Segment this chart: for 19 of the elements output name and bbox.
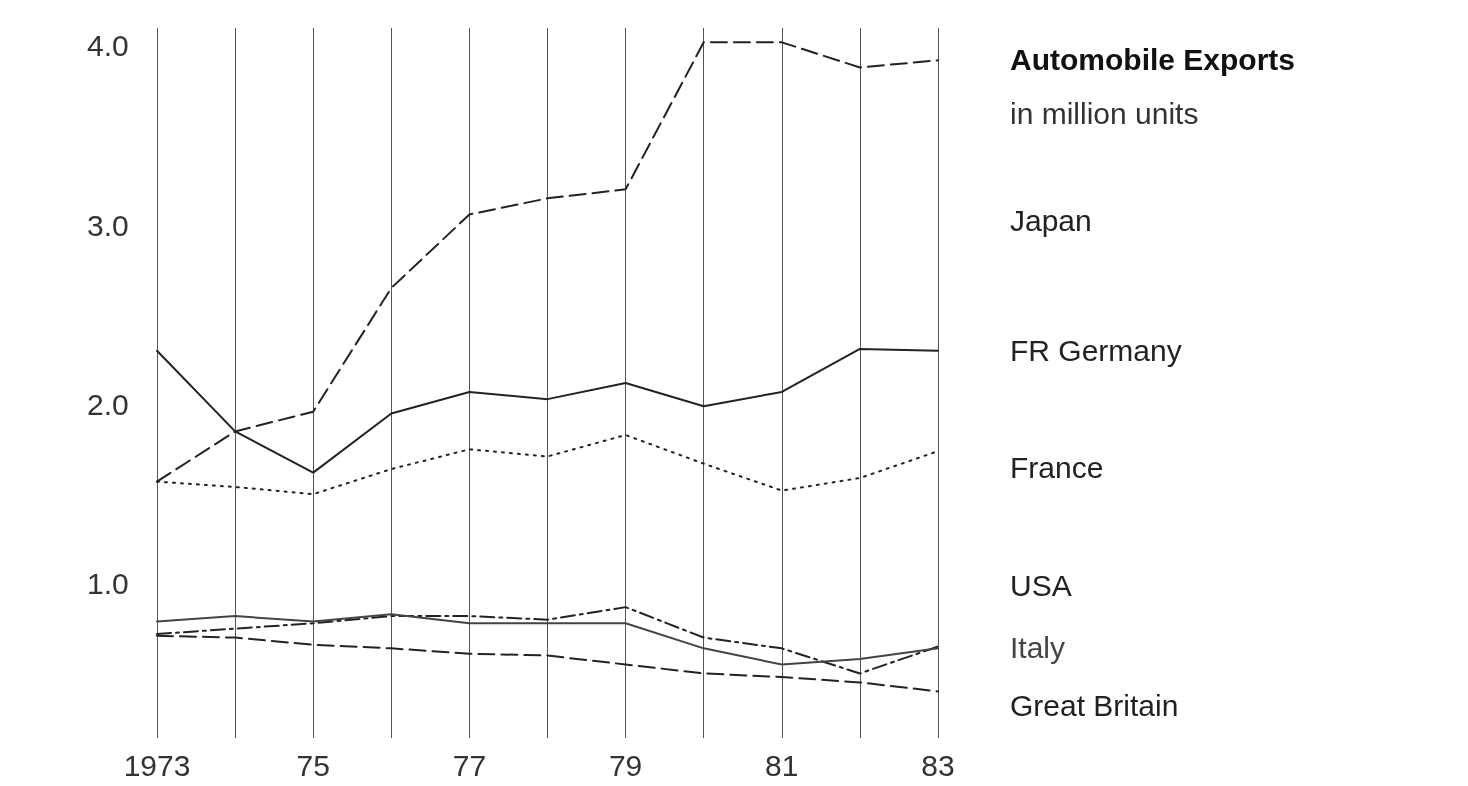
y-tick-label: 4.0 (87, 29, 129, 63)
text: Italy (1010, 630, 1066, 664)
text: FR Germany (1010, 333, 1182, 367)
text: USA (1010, 568, 1072, 602)
text: Great Britain (1010, 688, 1179, 722)
y-tick-label: 2.0 (87, 388, 129, 422)
x-tick-label: 81 (765, 748, 799, 782)
text: Automobile Exports (1010, 42, 1296, 76)
y-tick-label: 1.0 (87, 567, 129, 601)
x-tick-label: 79 (608, 748, 643, 782)
x-tick-label: 1973 (123, 748, 191, 782)
x-tick-label: 75 (296, 748, 330, 782)
text: France (1010, 450, 1104, 484)
line-series (156, 613, 939, 666)
x-tick-label: 83 (921, 748, 955, 782)
y-tick-label: 3.0 (87, 208, 129, 242)
text: in million units (1010, 96, 1199, 130)
x-tick-label: 77 (452, 748, 487, 782)
text: Japan (1010, 203, 1092, 237)
